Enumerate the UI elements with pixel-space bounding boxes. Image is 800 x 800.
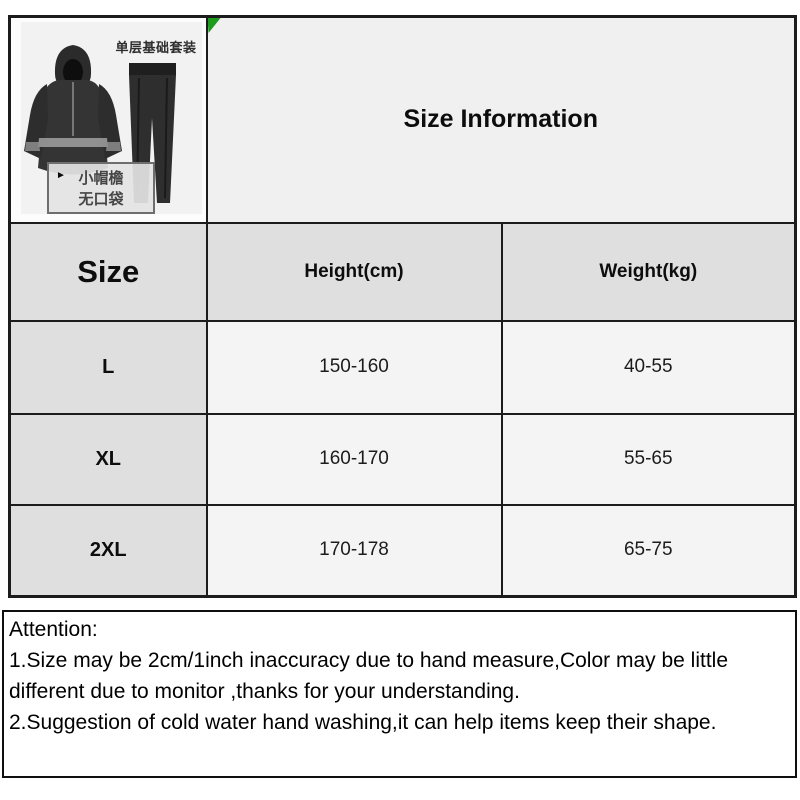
attention-note-box: Attention: 1.Size may be 2cm/1inch inacc… bbox=[2, 610, 797, 778]
column-header-size: Size bbox=[8, 221, 208, 322]
product-caption: 单层基础套装 bbox=[115, 40, 197, 55]
table-row: XL 160-170 55-65 bbox=[8, 412, 797, 506]
size-label-xl: XL bbox=[8, 412, 208, 506]
arrow-right-icon: ► bbox=[56, 170, 66, 181]
size-label-2xl: 2XL bbox=[8, 503, 208, 598]
column-header-height: Height(cm) bbox=[205, 221, 503, 322]
size-information-title-cell: Size Information bbox=[205, 15, 797, 224]
weight-value-xl: 55-65 bbox=[500, 412, 797, 506]
product-feature-label: ► 小帽檐 无口袋 bbox=[47, 162, 155, 214]
attention-line-2: different due to monitor ,thanks for you… bbox=[9, 680, 520, 703]
height-value-l: 150-160 bbox=[205, 319, 503, 415]
column-header-weight: Weight(kg) bbox=[500, 221, 797, 322]
height-value-2xl: 170-178 bbox=[205, 503, 503, 598]
weight-value-2xl: 65-75 bbox=[500, 503, 797, 598]
attention-line-3: 2.Suggestion of cold water hand washing,… bbox=[9, 711, 717, 734]
attention-line-1: 1.Size may be 2cm/1inch inaccuracy due t… bbox=[9, 649, 729, 672]
green-corner-triangle-icon bbox=[207, 18, 221, 33]
weight-value-l: 40-55 bbox=[500, 319, 797, 415]
size-label-l: L bbox=[8, 319, 208, 415]
size-information-table: 单层基础套装 ► 小帽檐 无口袋 Size Information Size H… bbox=[8, 15, 797, 598]
table-row: 2XL 170-178 65-75 bbox=[8, 503, 797, 598]
attention-heading: Attention: bbox=[9, 618, 98, 641]
product-photo-cell: 单层基础套装 ► 小帽檐 无口袋 bbox=[8, 15, 208, 224]
page-title: Size Information bbox=[403, 105, 598, 134]
table-row: L 150-160 40-55 bbox=[8, 319, 797, 415]
feature-label-line2: 无口袋 bbox=[78, 191, 124, 208]
table-row: 单层基础套装 ► 小帽檐 无口袋 Size Information bbox=[8, 15, 797, 224]
rain-suit-photo bbox=[24, 45, 176, 203]
feature-label-line1: 小帽檐 bbox=[78, 170, 124, 187]
table-header-row: Size Height(cm) Weight(kg) bbox=[8, 221, 797, 322]
height-value-xl: 160-170 bbox=[205, 412, 503, 506]
